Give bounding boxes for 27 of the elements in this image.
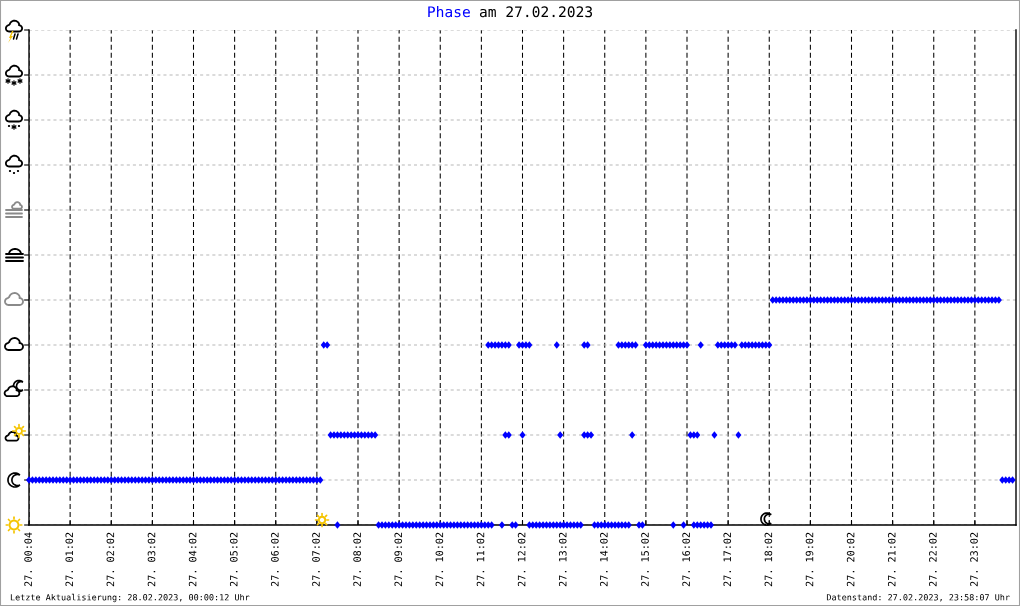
x-tick-label: 27. 23:02 (970, 532, 978, 587)
x-tick-label: 27. 00:04 (24, 532, 32, 587)
x-tick-label: 27. 04:02 (188, 532, 197, 587)
chart-title: Phase am 27.02.2023 (428, 5, 593, 18)
x-tick-label: 27. 01:02 (65, 532, 74, 587)
x-tick-label: 27. 09:02 (394, 532, 403, 587)
x-tick-label: 27. 08:02 (353, 532, 361, 587)
x-tick-label: 27. 13:02 (558, 532, 567, 587)
x-tick-label: 27. 06:02 (271, 532, 279, 587)
x-tick-label: 27. 03:02 (147, 532, 156, 587)
x-tick-label: 27. 12:02 (517, 532, 526, 587)
x-tick-label: 27. 20:02 (846, 532, 855, 587)
x-tick-label: 27. 17:02 (723, 532, 732, 587)
x-tick-label: 27. 21:02 (887, 532, 896, 587)
x-tick-label: 27. 11:02 (476, 532, 485, 587)
text: Letzte Aktualisierung: 28.02.2023, 00:00:12 Uhr (10, 593, 250, 603)
x-tick-label: 27. 15:02 (641, 532, 649, 587)
x-tick-label: 27. 02:02 (106, 532, 115, 587)
x-tick-label: 27. 07:02 (312, 532, 320, 587)
x-tick-label: 27. 22:02 (929, 532, 937, 587)
x-tick-label: 27. 19:02 (805, 532, 814, 587)
x-tick-label: 27. 10:02 (435, 532, 444, 587)
x-tick-label: 27. 18:02 (764, 532, 773, 587)
x-tick-label: 27. 05:02 (229, 532, 238, 587)
x-tick-label: 27. 16:02 (682, 532, 690, 587)
x-tick-label: 27. 14:02 (600, 532, 608, 587)
text: Datenstand: 27.02.2023, 23:58:07 Uhr (826, 593, 1010, 602)
